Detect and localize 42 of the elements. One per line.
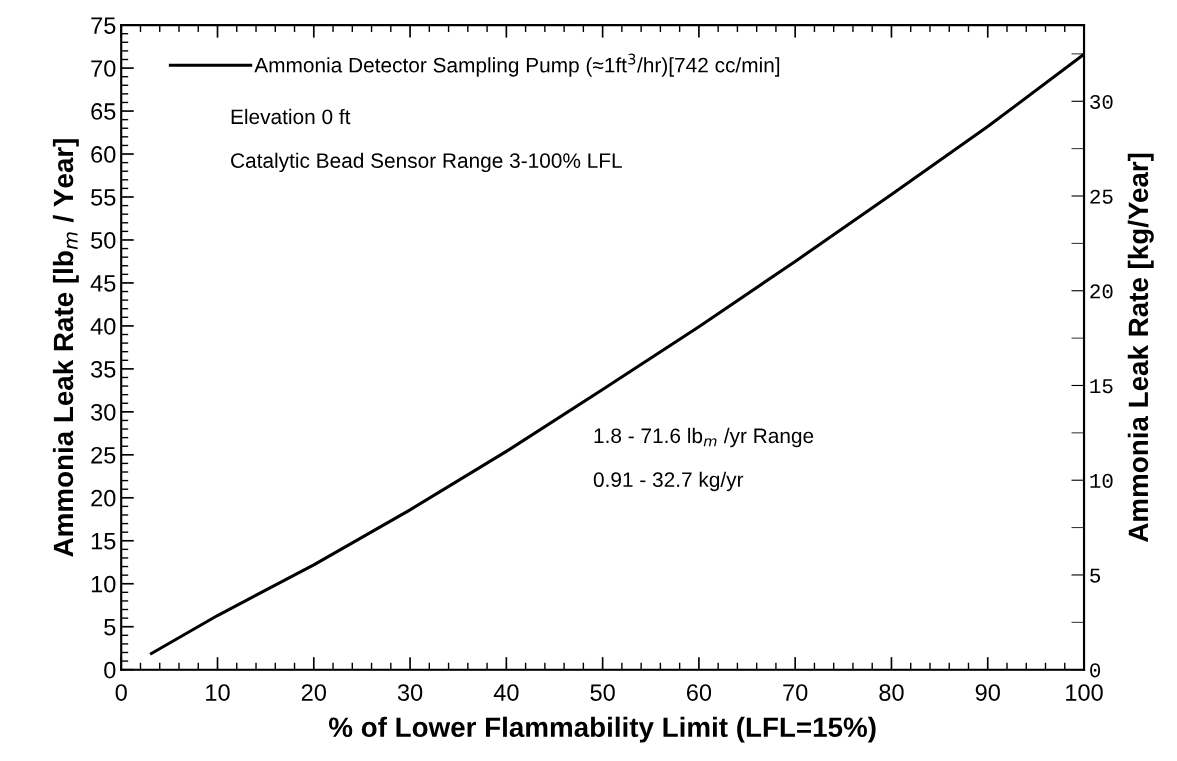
y2-axis-title: Ammonia Leak Rate [kg/Year] <box>1127 153 1154 542</box>
y2-tick-label: 0 <box>1090 663 1101 678</box>
y2-tick-label: 5 <box>1090 568 1101 583</box>
x-tick-label: 20 <box>301 684 326 701</box>
legend-label: Ammonia Detector Sampling Pump (≈1ft$^{3}$/hr)[742 cc/min] <box>254 53 780 77</box>
y-tick-label: 55 <box>91 189 116 206</box>
annotation: Elevation 0 ft <box>231 108 351 125</box>
annotation: Catalytic Bead Sensor Range 3-100% LFL <box>231 152 622 173</box>
x-tick-label: 10 <box>206 684 230 701</box>
y-tick-label: 40 <box>90 317 116 335</box>
y-tick-label: 35 <box>91 360 116 378</box>
x-tick-label: 70 <box>783 684 808 701</box>
x-tick-label: 40 <box>493 684 519 701</box>
y-tick-label: 70 <box>91 60 116 77</box>
x-tick-label: 90 <box>975 684 1000 701</box>
annotation: 0.91 - 32.7 kg/yr <box>593 471 744 492</box>
y-axis-title: Ammonia Leak Rate [lb$_{m}$ / Year] <box>52 139 79 557</box>
y-tick-label: 5 <box>104 619 116 636</box>
x-tick-label: 60 <box>686 684 712 701</box>
annotation: 1.8 - 71.6 lb$_{m}$ /yr Range <box>594 427 814 448</box>
y2-tick-label: 30 <box>1090 94 1113 110</box>
y-tick-label: 15 <box>91 533 116 550</box>
x-tick-label: 30 <box>397 684 423 701</box>
x-axis-title: % of Lower Flammability Limit (LFL=15%) <box>328 716 876 743</box>
y-tick-label: 65 <box>91 103 116 120</box>
y-tick-label: 0 <box>104 661 116 679</box>
y2-tick-label: 25 <box>1090 189 1113 204</box>
x-tick-label: 80 <box>879 684 904 701</box>
y2-tick-label: 20 <box>1090 284 1113 299</box>
y2-tick-label: 10 <box>1090 473 1113 488</box>
y-tick-label: 10 <box>91 575 116 593</box>
x-tick-label: 100 <box>1066 684 1103 701</box>
y-tick-label: 30 <box>91 403 116 421</box>
y-tick-label: 45 <box>90 275 116 292</box>
x-tick-label: 0 <box>115 684 127 701</box>
y-tick-label: 75 <box>91 17 116 34</box>
y-tick-label: 25 <box>91 446 116 464</box>
y2-tick-label: 15 <box>1090 379 1113 394</box>
y-tick-label: 50 <box>91 232 116 249</box>
x-tick-label: 50 <box>590 684 615 701</box>
y-tick-label: 20 <box>91 489 116 507</box>
y-tick-label: 60 <box>91 146 116 163</box>
